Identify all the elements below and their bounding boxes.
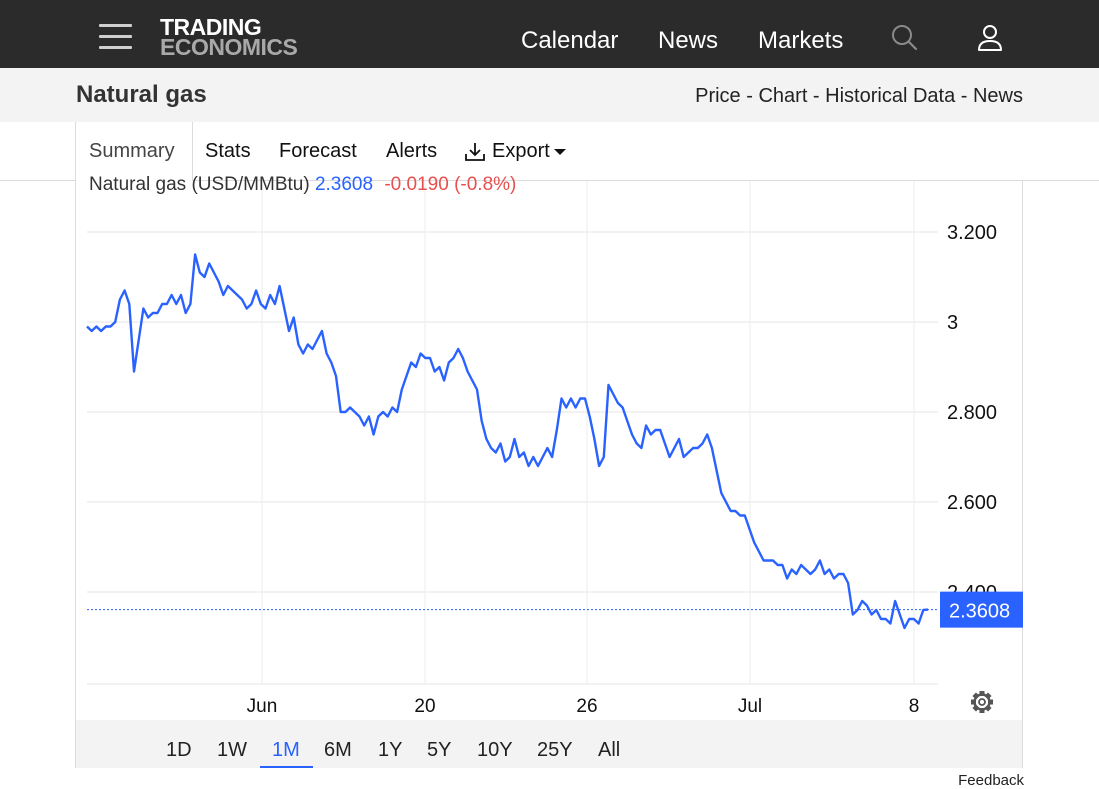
gear-icon[interactable] bbox=[971, 691, 993, 713]
caret-down-icon bbox=[553, 148, 566, 155]
y-tick-label: 2.600 bbox=[947, 492, 997, 514]
x-tick-label: 8 bbox=[909, 696, 920, 717]
x-tick-label: 20 bbox=[414, 696, 435, 717]
range-6m[interactable]: 6M bbox=[324, 739, 352, 761]
legend-series-name: Natural gas (USD/MMBtu) bbox=[89, 174, 310, 195]
x-tick-label: Jul bbox=[738, 696, 762, 717]
range-selector bbox=[76, 720, 1022, 768]
tab-summary-active-bg bbox=[75, 122, 193, 181]
range-10y[interactable]: 10Y bbox=[477, 739, 513, 761]
y-tick-label: 3.200 bbox=[947, 222, 997, 244]
tab-export: Export bbox=[492, 140, 550, 162]
range-active-underline bbox=[260, 766, 313, 768]
last-price-label: 2.3608 bbox=[949, 601, 1010, 623]
nav-calendar[interactable]: Calendar bbox=[521, 27, 619, 54]
range-1w[interactable]: 1W bbox=[217, 739, 247, 761]
crumb-price[interactable]: Price bbox=[695, 85, 741, 107]
site-logo[interactable]: TRADING ECONOMICS bbox=[160, 14, 298, 60]
legend-price: 2.3608 bbox=[314, 174, 374, 195]
price-line bbox=[86, 253, 929, 630]
tab-forecast[interactable]: Forecast bbox=[279, 140, 357, 162]
page-title: Natural gas bbox=[76, 81, 207, 108]
range-1d[interactable]: 1D bbox=[166, 739, 192, 761]
logo-line-1: TRADING bbox=[160, 14, 262, 40]
crumb-separator: - bbox=[740, 85, 759, 107]
tab-alerts[interactable]: Alerts bbox=[386, 140, 438, 162]
range-all[interactable]: All bbox=[598, 739, 621, 761]
tab-stats[interactable]: Stats bbox=[205, 140, 251, 162]
range-1y[interactable]: 1Y bbox=[378, 739, 403, 761]
x-tick-label: 26 bbox=[576, 696, 597, 717]
nav-markets[interactable]: Markets bbox=[758, 27, 844, 54]
crumb-news[interactable]: News bbox=[972, 85, 1023, 107]
crumb-separator: - bbox=[955, 85, 973, 107]
top-navbar bbox=[0, 0, 1099, 68]
crumb-separator: - bbox=[807, 85, 826, 107]
export-dropdown[interactable]: Export bbox=[464, 140, 567, 163]
range-5y[interactable]: 5Y bbox=[427, 739, 452, 761]
user-icon[interactable] bbox=[975, 23, 1005, 53]
feedback-link[interactable]: Feedback bbox=[958, 772, 1024, 789]
y-tick-label: 2.800 bbox=[947, 402, 997, 424]
range-25y[interactable]: 25Y bbox=[537, 739, 573, 761]
menu-icon[interactable] bbox=[99, 24, 132, 50]
tab-summary[interactable]: Summary bbox=[89, 140, 175, 162]
logo-line-2: ECONOMICS bbox=[160, 34, 298, 60]
chart-legend: Natural gas (USD/MMBtu) 2.3608 -0.0190 (… bbox=[89, 174, 516, 196]
search-icon[interactable] bbox=[890, 23, 920, 53]
crumb-chart[interactable]: Chart bbox=[758, 85, 808, 107]
y-tick-label: 3 bbox=[947, 312, 958, 334]
nav-news[interactable]: News bbox=[658, 27, 719, 54]
range-1m[interactable]: 1M bbox=[272, 739, 300, 761]
legend-change: -0.0190 (-0.8%) bbox=[384, 174, 517, 195]
download-icon bbox=[465, 142, 485, 161]
x-tick-label: Jun bbox=[247, 696, 278, 717]
last-price-badge bbox=[940, 591, 1023, 628]
crumb-historical-data[interactable]: Historical Data bbox=[825, 85, 956, 107]
breadcrumb: Price - Chart - Historical Data - News bbox=[695, 85, 1023, 108]
